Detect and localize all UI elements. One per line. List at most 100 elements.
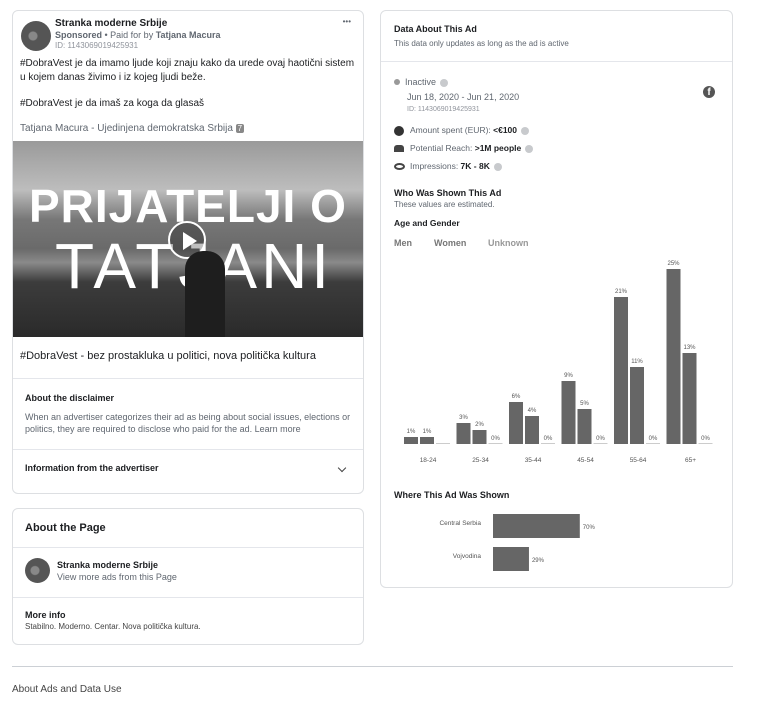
status-row: Inactive bbox=[394, 77, 449, 87]
learn-more-link[interactable]: Learn more bbox=[254, 424, 301, 434]
bar-baseline bbox=[593, 443, 608, 444]
ad-caption: #DobraVest - bez prostakluka u politici,… bbox=[20, 350, 316, 362]
bar-label: 0% bbox=[649, 436, 658, 442]
bar-label: 0% bbox=[596, 436, 605, 442]
bar-label: 1% bbox=[423, 429, 432, 435]
money-icon bbox=[394, 125, 404, 136]
facebook-icon: f bbox=[703, 86, 715, 98]
page-avatar[interactable] bbox=[21, 21, 51, 51]
more-options-icon[interactable]: ••• bbox=[342, 17, 351, 26]
ad-body-2: #DobraVest je da imaš za koga da glasaš bbox=[20, 98, 204, 109]
impressions-row: Impressions: 7K - 8K bbox=[394, 161, 502, 171]
bar-label: 4% bbox=[528, 408, 537, 414]
date-range: Jun 18, 2020 - Jun 21, 2020 bbox=[407, 92, 520, 102]
ad-body-1: #DobraVest je da imamo ljude koji znaju … bbox=[20, 58, 355, 83]
reach-row: Potential Reach: >1M people bbox=[394, 143, 534, 153]
status-dot-icon bbox=[394, 79, 400, 85]
tab-men[interactable]: Men bbox=[394, 238, 412, 248]
bar-men bbox=[561, 381, 576, 444]
region-chart: Central Serbia 70% Vojvodina 29% bbox=[439, 514, 596, 571]
reach-value: >1M people bbox=[474, 143, 522, 153]
x-tick-label: 65+ bbox=[685, 457, 696, 464]
paid-for-name: Tatjana Macura bbox=[155, 30, 221, 40]
x-tick-label: 18-24 bbox=[420, 457, 437, 464]
bar-label: 0% bbox=[544, 436, 553, 442]
bar-women bbox=[525, 416, 539, 444]
x-tick-label: 55-64 bbox=[630, 457, 647, 464]
bar-baseline bbox=[436, 443, 450, 444]
impressions-value: 7K - 8K bbox=[460, 161, 490, 171]
bar-label: 6% bbox=[512, 394, 521, 400]
more-info-text: Stabilno. Moderno. Centar. Nova političk… bbox=[25, 622, 201, 631]
view-more-ads-link[interactable]: View more ads from this Page bbox=[57, 572, 177, 582]
advertiser-info-label: Information from the advertiser bbox=[25, 463, 159, 473]
bar-label: 9% bbox=[564, 373, 573, 379]
bar-baseline bbox=[488, 443, 503, 444]
region-bar bbox=[493, 514, 580, 538]
data-title: Data About This Ad bbox=[394, 24, 477, 34]
bar-men bbox=[509, 402, 523, 444]
disclaimer-title: About the disclaimer bbox=[25, 393, 115, 403]
about-ads-link[interactable]: About Ads and Data Use bbox=[12, 684, 122, 695]
data-ad-id: ID: 1143069019425931 bbox=[407, 106, 480, 113]
paid-for-prefix: • Paid for by bbox=[102, 30, 156, 40]
reach-label: Potential Reach: bbox=[410, 143, 475, 153]
bar-label: 1% bbox=[407, 429, 416, 435]
ad-card: Stranka moderne Srbije Sponsored • Paid … bbox=[12, 10, 364, 494]
amount-row: Amount spent (EUR): <€100 bbox=[394, 125, 530, 136]
info-icon[interactable] bbox=[525, 144, 534, 153]
eye-icon bbox=[394, 163, 405, 171]
age-gender-title: Age and Gender bbox=[394, 218, 460, 228]
info-icon[interactable] bbox=[440, 78, 449, 87]
bar-men bbox=[614, 297, 628, 444]
page-name[interactable]: Stranka moderne Srbije bbox=[55, 18, 168, 29]
ad-id: ID: 1143069019425931 bbox=[55, 41, 139, 50]
region-label: Central Serbia bbox=[439, 520, 481, 527]
info-icon[interactable] bbox=[521, 126, 530, 135]
impressions-label: Impressions: bbox=[410, 161, 461, 171]
about-page-card: About the Page Stranka moderne Srbije Vi… bbox=[12, 508, 364, 645]
bar-baseline bbox=[541, 443, 555, 444]
data-about-ad-card: Data About This Ad This data only update… bbox=[380, 10, 733, 588]
amount-label: Amount spent (EUR): bbox=[410, 125, 494, 135]
region-bar bbox=[493, 547, 529, 571]
region-label: Vojvodina bbox=[453, 553, 482, 560]
more-info-title: More info bbox=[25, 610, 66, 620]
about-page-title: About the Page bbox=[25, 522, 106, 534]
tagline-text: Tatjana Macura - Ujedinjena demokratska … bbox=[20, 123, 233, 134]
advertiser-info-toggle[interactable]: Information from the advertiser bbox=[13, 450, 363, 494]
chevron-down-icon bbox=[337, 463, 347, 473]
bar-label: 21% bbox=[615, 289, 628, 295]
sponsored-label: Sponsored bbox=[55, 30, 103, 40]
bar-label: 2% bbox=[475, 422, 484, 428]
bar-label: 3% bbox=[459, 415, 468, 421]
bar-women bbox=[630, 367, 644, 444]
footer-divider bbox=[12, 666, 733, 667]
bar-label: 0% bbox=[491, 436, 500, 442]
who-title: Who Was Shown This Ad bbox=[394, 188, 502, 198]
bar-men bbox=[456, 423, 471, 444]
tab-unknown[interactable]: Unknown bbox=[488, 238, 529, 248]
about-page-name[interactable]: Stranka moderne Srbije bbox=[57, 560, 159, 570]
video-thumbnail[interactable]: PRIJATELJI O TATJANI bbox=[13, 141, 363, 337]
disclaimer-text: When an advertiser categorizes their ad … bbox=[25, 411, 357, 435]
bar-women bbox=[682, 353, 697, 444]
region-value: 29% bbox=[532, 558, 545, 564]
x-tick-label: 25-34 bbox=[472, 457, 489, 464]
bar-label: 5% bbox=[580, 401, 589, 407]
amount-value: <€100 bbox=[493, 125, 518, 135]
bar-men bbox=[404, 437, 418, 444]
page-avatar[interactable] bbox=[25, 558, 50, 583]
age-gender-chart: 1% 1% 18-24 3% 2% 0% 25-34 6% 4% 0% 35-44 9% 5% 0% 45-… bbox=[404, 261, 713, 464]
bar-baseline bbox=[646, 443, 660, 444]
who-subtitle: These values are estimated. bbox=[394, 200, 495, 209]
bar-label: 0% bbox=[701, 436, 710, 442]
bar-men bbox=[666, 269, 681, 444]
bar-women bbox=[577, 409, 592, 444]
bar-label: 25% bbox=[667, 261, 680, 267]
region-value: 70% bbox=[583, 525, 596, 531]
tab-women[interactable]: Women bbox=[434, 238, 467, 248]
info-icon[interactable] bbox=[493, 162, 502, 171]
sponsored-line: Sponsored • Paid for by Tatjana Macura bbox=[55, 30, 221, 40]
bar-label: 11% bbox=[631, 359, 643, 365]
